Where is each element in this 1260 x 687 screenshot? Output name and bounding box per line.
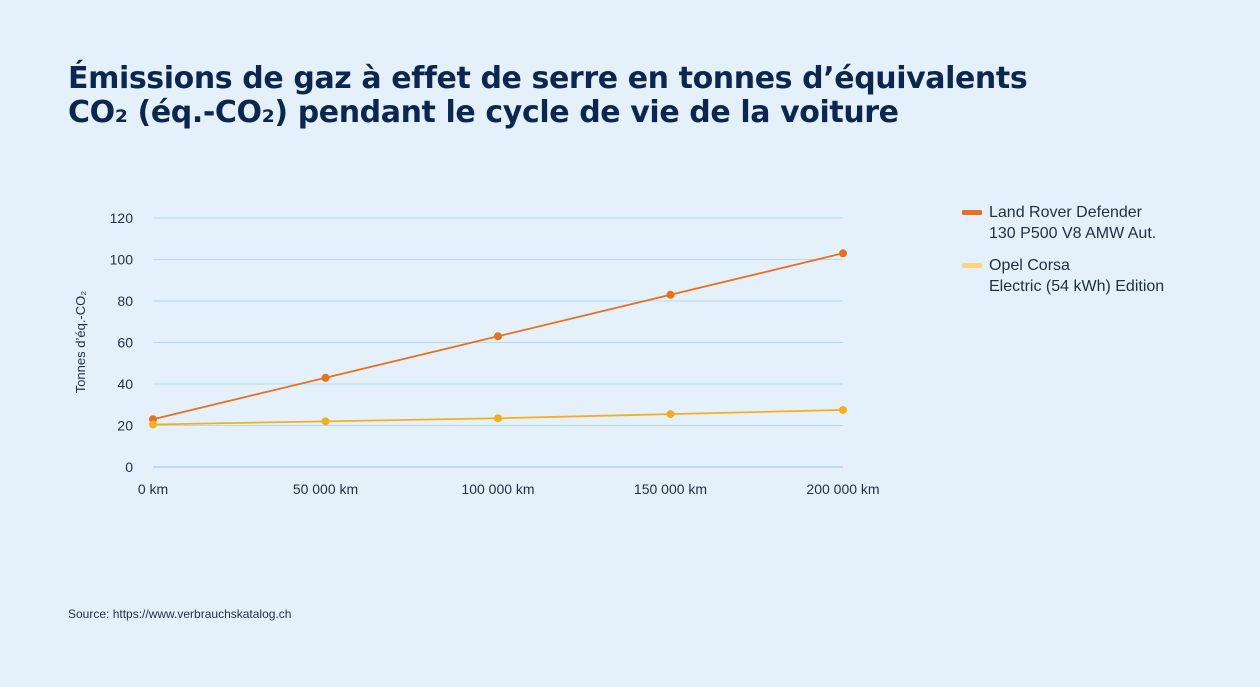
x-tick-label: 100 000 km <box>461 481 534 497</box>
x-tick-label: 50 000 km <box>293 481 358 497</box>
legend-item: Opel Corsa Electric (54 kWh) Edition <box>962 255 1164 297</box>
data-point <box>321 373 330 382</box>
data-point <box>494 332 502 341</box>
legend-label: Land Rover Defender 130 P500 V8 AMW Aut. <box>989 204 1157 242</box>
data-point <box>666 410 675 419</box>
legend-swatch <box>962 210 982 215</box>
series-1 <box>149 249 847 424</box>
series-lines <box>149 249 847 429</box>
y-tick-label: 80 <box>117 293 133 309</box>
legend-label: Opel Corsa Electric (54 kWh) Edition <box>989 257 1165 295</box>
chart-title-line-2: CO₂ (éq.-CO₂) pendant le cycle de vie de… <box>68 95 899 130</box>
y-tick-label: 100 <box>110 252 134 268</box>
x-tick-label: 200 000 km <box>806 481 879 497</box>
y-tick-label: 120 <box>110 210 134 226</box>
x-tick-label: 150 000 km <box>634 481 707 497</box>
y-axis-label: Tonnes d’éq.-CO₂ <box>73 291 88 394</box>
y-tick-label: 0 <box>125 459 133 475</box>
x-axis-ticks: 0 km 50 000 km 100 000 km 150 000 km 200 000… <box>138 481 880 497</box>
y-tick-label: 20 <box>117 418 133 434</box>
y-axis-ticks: 0 20 40 60 80 100 120 <box>110 210 134 475</box>
chart-title-line-1: Émissions de gaz à effet de serre en ton… <box>68 61 1028 96</box>
source-note: Source: https://www.verbrauchskatalog.ch <box>68 607 292 621</box>
y-tick-label: 40 <box>117 376 133 392</box>
legend-item: Land Rover Defender 130 P500 V8 AMW Aut. <box>962 202 1164 244</box>
data-point <box>321 417 330 426</box>
data-point <box>494 414 502 423</box>
grid-lines <box>153 217 843 468</box>
data-point <box>839 249 847 258</box>
data-point <box>839 405 847 414</box>
line-chart: 0 20 40 60 80 100 120 0 km 50 000 km 100 000 km 1… <box>73 210 880 497</box>
data-point <box>149 420 157 429</box>
legend-swatch <box>962 263 982 268</box>
chart-legend: Land Rover Defender 130 P500 V8 AMW Aut.… <box>962 202 1164 308</box>
chart-title: Émissions de gaz à effet de serre en ton… <box>68 62 1068 130</box>
y-tick-label: 60 <box>117 335 133 351</box>
series-2 <box>149 405 847 429</box>
data-point <box>666 290 675 299</box>
x-tick-label: 0 km <box>138 481 168 497</box>
